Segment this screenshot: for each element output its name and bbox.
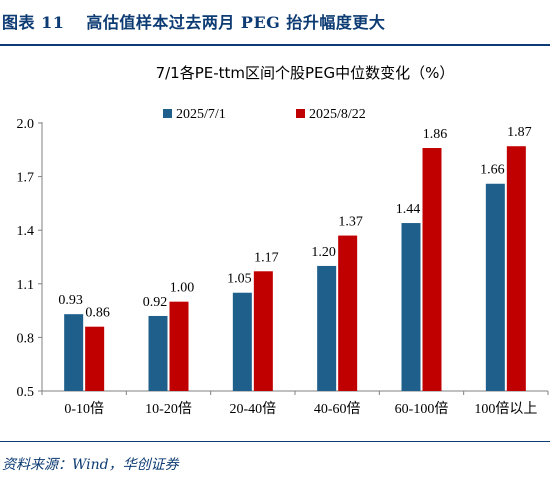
data-label: 1.86 [423,127,448,142]
y-tick-label: 0.8 [17,331,35,346]
bar [506,146,526,391]
data-label: 1.66 [480,163,505,178]
bar [64,314,84,391]
data-label: 1.87 [507,125,532,140]
bars-group: 0.930.86 0.921.00 1.051.17 1.201.37 1.44 1.86… [58,125,532,391]
x-tick-label: 10-20倍 [145,401,192,417]
y-tick-label: 1.1 [17,278,35,293]
x-tick-label: 60-100倍 [395,401,449,417]
data-label: 1.37 [338,215,363,230]
bar [232,292,252,391]
bar [85,326,105,391]
legend-label: 2025/7/1 [176,107,226,122]
bar [169,301,189,391]
chart-title: 7/1各PE-ttm区间个股PEG中位数变化（%） [156,64,455,82]
data-label: 0.93 [58,293,83,308]
data-label: 1.44 [396,202,421,217]
legend-swatch [163,109,172,118]
figure-label: 图表 11 [2,13,65,32]
figure-footer: 资料来源：Wind，华创证券 [0,441,550,485]
x-tick-label: 0-10倍 [64,401,104,417]
data-label: 0.92 [143,295,168,310]
source-note: 资料来源：Wind，华创证券 [2,457,179,473]
bar [317,265,337,391]
bar [148,315,168,391]
bar [253,271,273,391]
data-label: 0.86 [85,306,110,321]
bar [401,223,421,391]
bar [485,183,505,391]
figure-heading: 图表 11 高估值样本过去两月 PEG 抬升幅度更大 [2,9,385,33]
legend: 2025/7/1 2025/8/22 [163,107,366,122]
bar-chart: 7/1各PE-ttm区间个股PEG中位数变化（%） 2.0 1.7 1.4 1.1 0.… [17,64,549,417]
figure-title: 高估值样本过去两月 PEG 抬升幅度更大 [86,13,386,32]
data-label: 1.05 [227,272,252,287]
y-tick-label: 0.5 [17,385,35,400]
x-tick-label: 20-40倍 [229,401,276,417]
x-tick-label: 40-60倍 [314,401,361,417]
axes: 2.0 1.7 1.4 1.1 0.8 0.5 0-10倍 10-20倍 20-40倍 40-60… [17,117,549,417]
data-label: 1.17 [254,250,279,265]
bar [422,148,442,391]
y-tick-label: 1.7 [17,171,35,186]
legend-label: 2025/8/22 [309,107,366,122]
bar [338,235,358,391]
x-tick-label: 100倍以上 [474,401,537,417]
data-label: 1.20 [311,245,336,260]
figure-header: 图表 11 高估值样本过去两月 PEG 抬升幅度更大 [0,0,550,46]
data-label: 1.00 [170,281,195,296]
y-tick-label: 1.4 [17,224,35,239]
y-tick-label: 2.0 [17,117,35,132]
legend-swatch [296,109,305,118]
